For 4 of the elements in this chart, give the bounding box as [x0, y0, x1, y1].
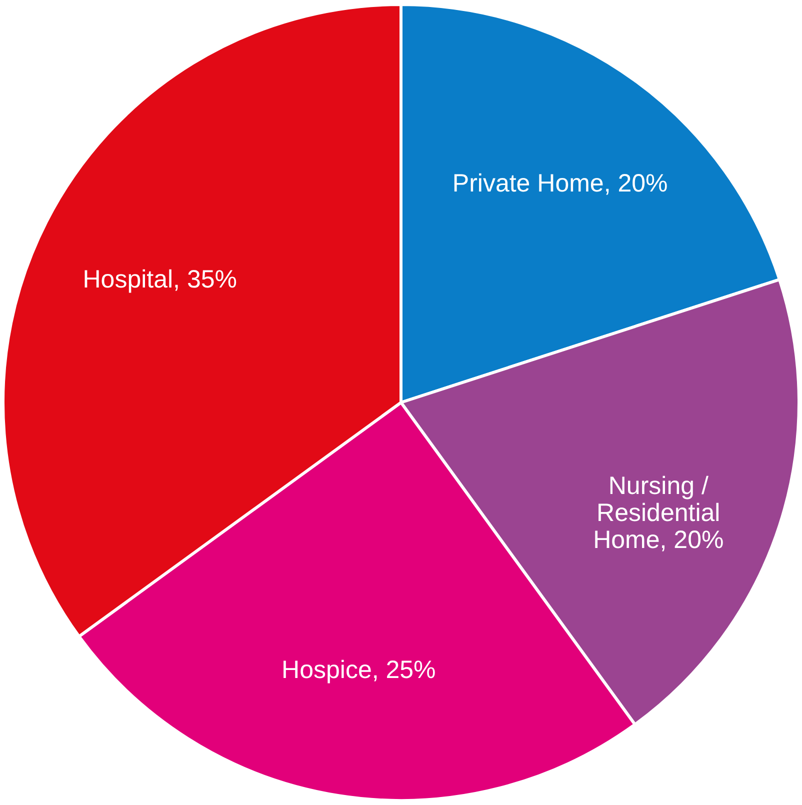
slice-label: Private Home, 20%: [452, 170, 668, 198]
slice-label: Hospital, 35%: [82, 266, 237, 294]
slice-label: Nursing / Residential Home, 20%: [593, 472, 724, 554]
slice-label: Hospice, 25%: [282, 656, 436, 684]
